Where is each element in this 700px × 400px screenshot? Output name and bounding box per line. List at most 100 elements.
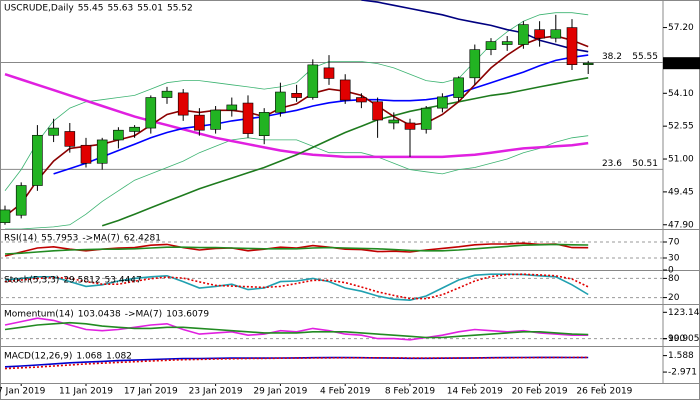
candle-body <box>96 139 108 164</box>
indicator-name: ->MA(7) <box>125 310 162 320</box>
x-tick-label: 26 Feb 2019 <box>576 387 632 397</box>
last-price-box <box>663 57 700 70</box>
y-tick-label: 1.588 <box>668 351 694 361</box>
y-tick-label: -2.971 <box>668 368 697 378</box>
indicator-line <box>4 73 589 159</box>
candle-body <box>339 79 351 101</box>
y-tick-label: 20 <box>668 293 680 303</box>
candle-body <box>469 49 481 79</box>
y-tick-label: 99.9052 <box>668 334 700 344</box>
candle-body <box>161 90 173 98</box>
indicator-name: Momentum(14) <box>4 310 74 320</box>
x-tick-label: 29 Jan 2019 <box>253 387 307 397</box>
y-tick-label: 47.90 <box>668 220 694 230</box>
candle-body <box>113 129 124 141</box>
candle-body <box>582 62 594 65</box>
indicator-line <box>4 317 589 341</box>
candle-body <box>291 92 302 98</box>
x-tick-label: 11 Jan 2019 <box>59 387 113 397</box>
candle-body <box>388 119 400 124</box>
y-tick-label: 49.45 <box>668 187 694 197</box>
candle-body <box>48 127 59 136</box>
indicator-value: 29.5812 <box>63 276 100 286</box>
indicator-value: 55.7953 <box>41 234 78 244</box>
candle-body <box>226 104 238 111</box>
candle-body <box>534 29 545 39</box>
indicator-value: 103.6079 <box>166 310 209 320</box>
indicator-name: Stoch(5,3,3) <box>4 276 59 286</box>
close-value: 55.52 <box>167 4 193 14</box>
indicator-line <box>4 356 589 368</box>
fib-price: 50.51 <box>632 159 658 169</box>
y-tick-label: 57.20 <box>668 23 694 33</box>
candle-body <box>404 122 416 130</box>
candle-body <box>307 64 319 98</box>
indicator-line <box>5 135 589 229</box>
x-tick-label: 8 Feb 2019 <box>385 387 436 397</box>
candle-body <box>0 209 11 223</box>
high-value: 55.63 <box>107 4 133 14</box>
y-tick-label: 70 <box>668 238 680 248</box>
candle-body <box>453 77 464 98</box>
fib-price: 55.55 <box>632 52 658 62</box>
open-value: 55.45 <box>78 4 104 14</box>
indicator-line <box>4 321 589 339</box>
candle-body <box>356 97 367 103</box>
candle-body <box>15 185 27 216</box>
x-tick-label: 7 Jan 2019 <box>0 387 46 397</box>
candle-body <box>566 27 578 65</box>
x-tick-label: 14 Feb 2019 <box>447 387 503 397</box>
indicator-value: 1.082 <box>106 352 132 362</box>
x-tick-label: 17 Jan 2019 <box>124 387 178 397</box>
indicator-value: 103.0438 <box>78 310 121 320</box>
panel <box>0 317 663 341</box>
candle-body <box>242 102 254 134</box>
indicator-line <box>4 243 589 255</box>
panel <box>4 356 589 370</box>
y-tick-label: 52.55 <box>668 122 694 132</box>
indicator-value: 53.4447 <box>105 276 142 286</box>
y-tick-label: 51.00 <box>668 155 694 165</box>
title: USCRUDE,Daily <box>4 4 74 14</box>
indicator-name: RSI(14) <box>4 234 37 244</box>
indicator-line <box>4 273 589 300</box>
candle-body <box>258 112 270 137</box>
indicator-line <box>4 356 589 370</box>
candle-body <box>437 96 448 109</box>
y-tick-label: 54.10 <box>668 89 694 99</box>
x-tick-label: 4 Feb 2019 <box>320 387 371 397</box>
indicator-value: 1.068 <box>76 352 102 362</box>
candle-body <box>80 144 92 164</box>
last-price-label: 55.52 <box>668 59 694 69</box>
y-tick-label: 0 <box>668 266 674 276</box>
x-tick-label: 20 Feb 2019 <box>512 387 568 397</box>
fib-label: 38.2 <box>602 52 622 62</box>
y-tick-label: 100 <box>668 334 685 344</box>
y-tick-label: 80 <box>668 274 680 284</box>
indicator-line <box>361 0 589 53</box>
indicator-name: ->MA(7) <box>82 234 119 244</box>
candle-body <box>372 101 383 121</box>
candle-body <box>275 91 286 113</box>
candle-body <box>485 41 497 50</box>
fib-label: 23.6 <box>602 159 622 169</box>
candle-body <box>145 97 157 129</box>
indicator-line <box>101 77 589 227</box>
y-tick-label: 123.1478 <box>668 308 700 318</box>
panel <box>0 241 663 259</box>
candle-body <box>518 24 529 45</box>
indicator-line <box>53 54 589 175</box>
candle-body <box>210 109 221 130</box>
indicator-value: 62.4281 <box>124 234 161 244</box>
panel <box>0 0 663 229</box>
candle-body <box>129 126 140 132</box>
candle-body <box>177 92 189 116</box>
candle-body <box>501 41 513 45</box>
indicator-name: MACD(12,26,9) <box>4 352 72 362</box>
low-value: 55.01 <box>137 4 163 14</box>
candle-body <box>420 107 432 130</box>
x-tick-label: 23 Jan 2019 <box>189 387 243 397</box>
